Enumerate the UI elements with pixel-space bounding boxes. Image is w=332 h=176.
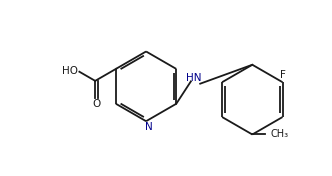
Text: F: F — [280, 70, 286, 80]
Text: CH₃: CH₃ — [271, 130, 289, 140]
Text: O: O — [92, 99, 101, 109]
Text: HO: HO — [62, 66, 78, 76]
Text: HN: HN — [187, 73, 202, 83]
Text: N: N — [145, 122, 153, 132]
